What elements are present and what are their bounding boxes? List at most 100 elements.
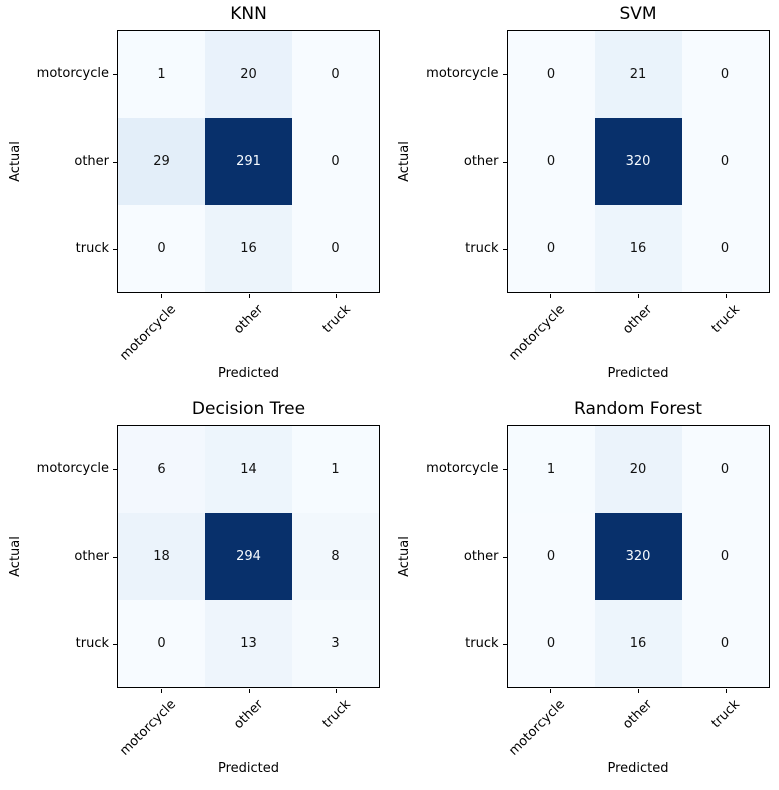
y-tick-mark (113, 73, 117, 75)
matrix-cell: 21 (594, 31, 682, 118)
x-tick-label: other (620, 302, 656, 338)
x-axis-label: Predicted (607, 366, 669, 381)
x-tick-mark (248, 294, 250, 298)
matrix-cell: 8 (292, 513, 379, 600)
x-tick-mark (638, 689, 639, 693)
x-tick-mark (638, 294, 639, 298)
heatmap-axes: 1 20 0 29 291 0 0 16 0 (117, 30, 380, 293)
x-tick-mark (550, 294, 552, 298)
y-tick-mark (113, 249, 117, 251)
x-tick-label: truck (709, 697, 744, 732)
matrix-cell: 320 (594, 513, 682, 600)
y-tick-label: motorcycle (36, 65, 109, 81)
matrix-cell: 1 (507, 426, 595, 513)
x-tick-mark (550, 689, 552, 693)
x-tick-label: motorcycle (116, 697, 179, 759)
x-axis-label: Predicted (217, 761, 280, 776)
x-tick-mark (160, 294, 162, 298)
x-axis-label: Predicted (607, 761, 669, 776)
matrix-cell: 0 (507, 513, 595, 600)
y-tick-mark (113, 644, 117, 646)
y-tick-mark (502, 73, 507, 75)
subplot-title: Random Forest (574, 399, 702, 419)
matrix-cell: 1 (118, 31, 205, 118)
y-tick-label: other (74, 548, 109, 564)
heatmap-axes: 6 14 1 18 294 8 0 13 3 (117, 425, 380, 688)
matrix-cell: 20 (594, 426, 682, 513)
subplot-knn: KNN Actual 1 20 0 29 291 0 0 16 0 motorcycle other tr… (0, 0, 390, 395)
matrix-cell: 13 (205, 600, 292, 687)
matrix-cell: 16 (594, 205, 682, 292)
matrix-cell: 1 (292, 426, 379, 513)
y-tick-label: truck (465, 636, 499, 652)
x-tick-label: truck (319, 302, 354, 337)
x-axis-label: Predicted (217, 366, 280, 381)
matrix-cell: 0 (118, 205, 205, 292)
matrix-cell: 0 (507, 31, 595, 118)
matrix-cell: 0 (681, 600, 769, 687)
matrix-cell: 0 (507, 118, 595, 205)
matrix-cell: 0 (681, 118, 769, 205)
matrix-cell: 20 (205, 31, 292, 118)
subplot-title: SVM (619, 4, 657, 24)
x-tick-label: truck (709, 302, 744, 337)
x-tick-label: truck (319, 697, 354, 732)
x-tick-label: other (620, 697, 656, 733)
y-tick-label: truck (465, 241, 499, 257)
y-tick-label: truck (75, 636, 109, 652)
y-tick-label: motorcycle (36, 460, 109, 476)
x-tick-mark (336, 294, 338, 298)
matrix-cell: 3 (292, 600, 379, 687)
x-tick-label: motorcycle (116, 302, 179, 364)
matrix-cell: 14 (205, 426, 292, 513)
matrix-cell: 0 (292, 205, 379, 292)
y-tick-mark (113, 161, 117, 163)
subplot-decision-tree: Decision Tree Actual 6 14 1 18 294 8 0 13 3 motorcy… (0, 395, 390, 790)
y-tick-mark (113, 556, 117, 558)
matrix-cell: 291 (205, 118, 292, 205)
matrix-cell: 0 (681, 426, 769, 513)
x-tick-mark (248, 689, 250, 693)
matrix-cell: 16 (594, 600, 682, 687)
matrix-cell: 0 (681, 513, 769, 600)
x-tick-mark (725, 689, 727, 693)
subplot-random-forest: Random Forest Actual 1 20 0 0 320 0 0 16 0 motorcyc… (390, 395, 779, 790)
x-tick-label: motorcycle (506, 697, 568, 759)
matrix-cell: 0 (292, 118, 379, 205)
matrix-cell: 0 (681, 205, 769, 292)
y-tick-mark (502, 161, 507, 163)
matrix-cell: 6 (118, 426, 205, 513)
y-tick-mark (113, 468, 117, 470)
heatmap-axes: 0 21 0 0 320 0 0 16 0 (506, 30, 770, 293)
subplot-svm: SVM Actual 0 21 0 0 320 0 0 16 0 motorcycle other tru… (390, 0, 779, 395)
y-tick-label: motorcycle (426, 460, 499, 476)
matrix-cell: 0 (507, 205, 595, 292)
matrix-cell: 0 (681, 31, 769, 118)
y-tick-mark (502, 468, 507, 470)
y-tick-mark (502, 644, 507, 646)
y-tick-label: other (463, 153, 499, 169)
x-tick-label: other (231, 697, 267, 733)
x-tick-label: motorcycle (506, 302, 568, 364)
x-tick-mark (160, 689, 162, 693)
matrix-cell: 29 (118, 118, 205, 205)
heatmap-axes: 1 20 0 0 320 0 0 16 0 (506, 425, 770, 688)
y-tick-label: other (463, 548, 499, 564)
subplot-title: Decision Tree (191, 399, 306, 419)
matrix-cell: 0 (118, 600, 205, 687)
x-tick-mark (336, 689, 338, 693)
x-tick-label: other (231, 302, 267, 338)
matrix-cell: 0 (507, 600, 595, 687)
y-tick-mark (502, 249, 507, 251)
y-tick-label: other (74, 153, 109, 169)
y-tick-label: motorcycle (426, 65, 499, 81)
matrix-cell: 18 (118, 513, 205, 600)
y-tick-label: truck (75, 241, 109, 257)
matrix-cell: 320 (594, 118, 682, 205)
x-tick-mark (725, 294, 727, 298)
matrix-cell: 16 (205, 205, 292, 292)
y-tick-mark (502, 556, 507, 558)
matrix-cell: 0 (292, 31, 379, 118)
subplot-title: KNN (230, 4, 267, 24)
